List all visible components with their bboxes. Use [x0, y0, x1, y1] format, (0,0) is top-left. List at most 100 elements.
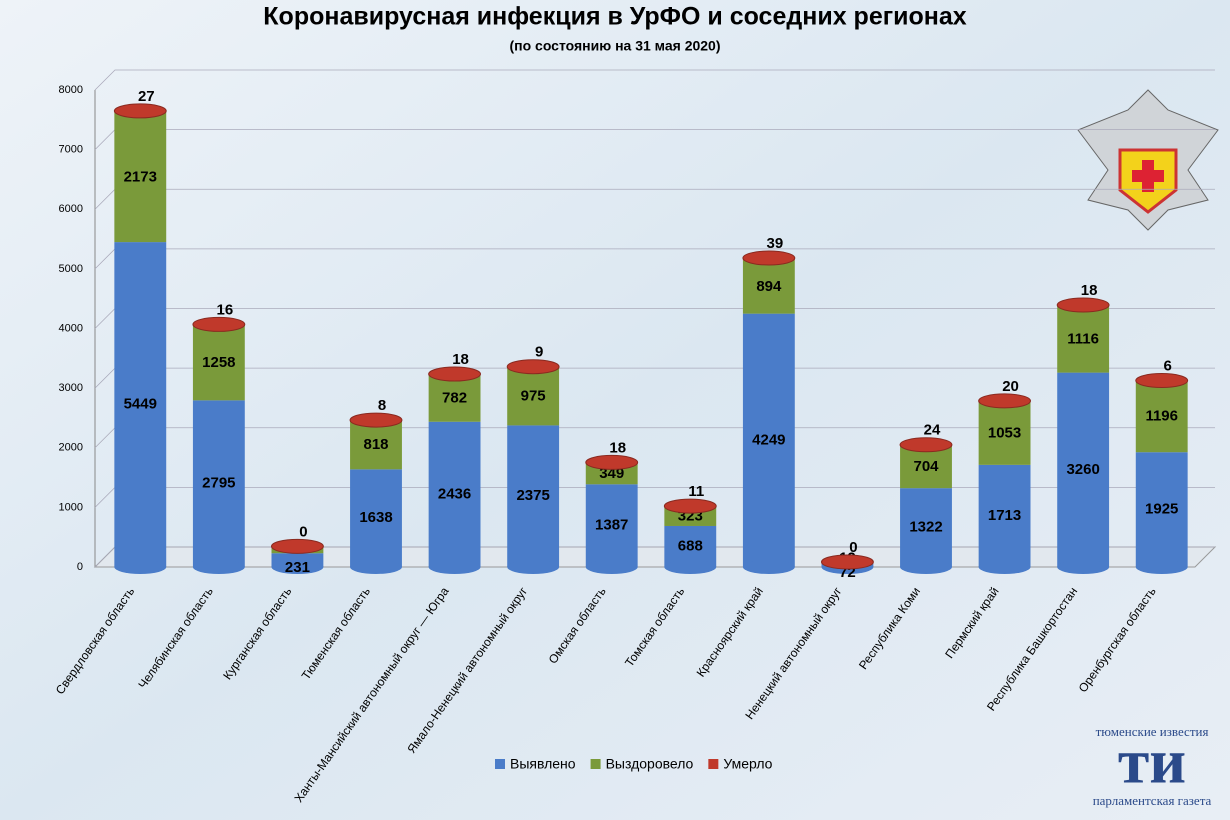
value-label: 27 [138, 88, 155, 105]
value-label: 39 [767, 235, 784, 252]
bar-segment [507, 425, 560, 567]
bar-segment [978, 464, 1031, 567]
value-label: 1638 [359, 509, 392, 526]
bar-segment [742, 313, 795, 567]
bar-segment [350, 469, 402, 567]
bar-segment [507, 367, 560, 426]
value-label: 975 [521, 387, 546, 404]
cylinder-top [192, 316, 246, 332]
cylinder-top [663, 498, 717, 514]
value-label: 5449 [124, 396, 157, 413]
cylinder-top [899, 437, 953, 453]
cylinder-bottom [507, 560, 560, 574]
bar-segment [1057, 306, 1110, 373]
value-label: 1196 [1145, 408, 1178, 425]
value-label: 1258 [202, 354, 235, 371]
value-label: 1053 [988, 424, 1021, 441]
legend-label: Выявлено [510, 756, 576, 772]
y-tick-label: 4000 [59, 322, 83, 334]
value-label: 818 [363, 436, 388, 453]
bar-segment [1135, 380, 1188, 453]
value-label: 1322 [909, 519, 942, 536]
bar-segment [900, 488, 952, 567]
bar-segment [428, 375, 481, 422]
value-label: 1116 [1067, 330, 1099, 347]
y-tick-label: 0 [77, 561, 83, 573]
value-label: 4249 [752, 431, 785, 448]
cylinder-top [585, 454, 639, 470]
value-label: 688 [678, 537, 703, 554]
cylinder-bottom [900, 560, 952, 574]
value-label: 2375 [516, 487, 549, 504]
value-label: 2795 [202, 475, 235, 492]
bar-segment [350, 420, 402, 470]
legend-label: Умерло [723, 756, 772, 772]
y-tick-label: 2000 [59, 442, 83, 454]
value-label: 0 [299, 523, 307, 540]
cylinder-bottom [1057, 560, 1110, 574]
value-label: 18 [1081, 282, 1098, 299]
cylinder-bottom [585, 560, 638, 574]
cylinder-top [349, 412, 403, 428]
cylinder-bottom [742, 560, 795, 574]
value-label: 1387 [595, 517, 628, 534]
cylinder-top [1135, 373, 1189, 389]
logo-top: тюменские известия [1096, 724, 1209, 739]
value-label: 2173 [124, 168, 157, 185]
value-label: 3260 [1066, 461, 1099, 478]
newspaper-logo: тюменские известия ти парламентская газе… [1093, 724, 1212, 808]
chart-subtitle: (по состоянию на 31 мая 2020) [509, 38, 720, 54]
value-label: 24 [924, 422, 941, 439]
bar-segment [900, 446, 952, 489]
cylinder-top [821, 554, 874, 570]
bar-segment [1057, 372, 1110, 567]
legend-swatch [495, 759, 505, 769]
emblem [1077, 89, 1219, 231]
bar-segment [742, 260, 795, 314]
value-label: 18 [609, 439, 626, 456]
cylinder-top [271, 538, 324, 554]
value-label: 1713 [988, 507, 1021, 524]
value-label: 782 [442, 389, 467, 406]
bar-segment [114, 242, 167, 567]
bar-segment [114, 112, 167, 243]
value-label: 11 [688, 483, 704, 500]
chart-title: Коронавирусная инфекция в УрФО и соседни… [263, 3, 966, 31]
bar-segment [192, 400, 245, 567]
grid-line [94, 69, 1215, 91]
value-label: 894 [756, 278, 782, 295]
y-tick-label: 7000 [59, 144, 83, 156]
value-label: 8 [378, 397, 386, 414]
value-label: 9 [535, 344, 543, 361]
cylinder-bottom [978, 560, 1031, 574]
y-tick-label: 5000 [59, 263, 83, 275]
floor [93, 546, 1217, 568]
value-label: 2436 [438, 485, 471, 502]
value-label: 704 [913, 458, 939, 475]
logo-bottom: парламентская газета [1093, 793, 1212, 808]
value-label: 231 [285, 559, 310, 576]
cylinder-bottom [664, 560, 717, 574]
cylinder-top [428, 366, 482, 382]
cylinder-bottom [114, 560, 167, 574]
cylinder-top [113, 103, 167, 119]
bar-segment [192, 325, 245, 401]
cylinder-top [742, 250, 796, 266]
value-label: 20 [1002, 378, 1019, 395]
cylinder-top [978, 393, 1031, 409]
bar-segment [585, 484, 638, 567]
bar-segment [428, 421, 481, 567]
value-label: 1925 [1145, 501, 1178, 518]
y-tick-label: 3000 [59, 382, 83, 394]
cylinder-bottom [271, 560, 324, 574]
bar-segment [978, 402, 1031, 465]
cylinder-bottom [428, 560, 481, 574]
legend-swatch [708, 759, 719, 769]
cylinder-bottom [1135, 560, 1188, 574]
y-tick-label: 8000 [59, 84, 83, 96]
cylinder-top [506, 359, 560, 375]
y-tick-label: 1000 [59, 501, 83, 513]
logo-mark: ти [1118, 726, 1186, 797]
